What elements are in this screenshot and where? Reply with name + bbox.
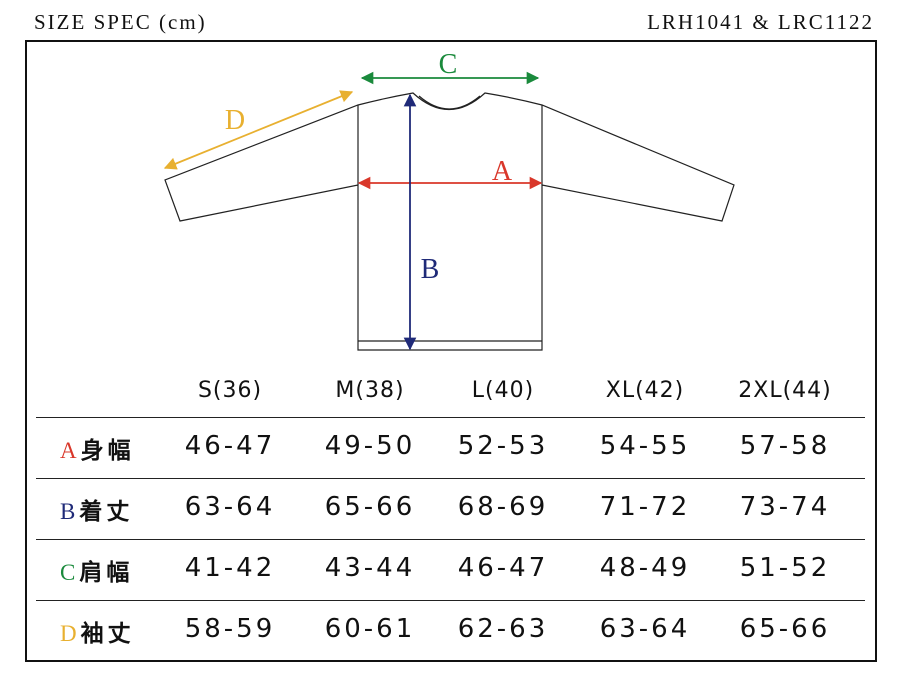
row-letter: D xyxy=(60,621,81,646)
row-label: A身幅 xyxy=(60,431,135,465)
size-value: 62-63 xyxy=(457,614,549,644)
size-value: 57-58 xyxy=(739,431,831,461)
column-header: M(38) xyxy=(335,378,405,403)
size-value: 63-64 xyxy=(599,614,691,644)
label-a: A xyxy=(492,156,513,187)
label-b: B xyxy=(421,254,440,285)
size-value: 52-53 xyxy=(457,431,549,461)
size-value: 46-47 xyxy=(184,431,276,461)
size-value: 54-55 xyxy=(599,431,691,461)
size-value: 60-61 xyxy=(324,614,416,644)
size-value: 49-50 xyxy=(324,431,416,461)
size-value: 65-66 xyxy=(324,492,416,522)
row-label: C肩幅 xyxy=(60,553,133,587)
product-code: LRH1041 & LRC1122 xyxy=(647,10,874,34)
title: SIZE SPEC (cm) xyxy=(34,10,207,34)
column-header: S(36) xyxy=(197,378,263,403)
row-name: 袖丈 xyxy=(80,620,135,647)
row-letter: A xyxy=(60,438,81,463)
column-header: XL(42) xyxy=(605,378,685,403)
label-c: C xyxy=(439,49,458,80)
column-header: L(40) xyxy=(471,378,535,403)
row-name: 身幅 xyxy=(80,437,135,464)
size-value: 68-69 xyxy=(457,492,549,522)
size-value: 48-49 xyxy=(599,553,691,583)
size-value: 73-74 xyxy=(739,492,831,522)
shirt-outline xyxy=(164,92,735,351)
frame xyxy=(25,40,877,662)
size-value: 51-52 xyxy=(739,553,831,583)
row-name: 着丈 xyxy=(79,498,134,525)
row-label: D袖丈 xyxy=(60,614,135,648)
row-letter: C xyxy=(60,560,80,585)
size-value: 65-66 xyxy=(739,614,831,644)
size-value: 58-59 xyxy=(184,614,276,644)
arrow-d xyxy=(163,90,354,170)
row-name: 肩幅 xyxy=(79,559,134,586)
row-label: B着丈 xyxy=(60,492,133,526)
row-rule xyxy=(36,600,865,601)
size-value: 41-42 xyxy=(184,553,276,583)
size-value: 71-72 xyxy=(599,492,691,522)
size-value: 46-47 xyxy=(457,553,549,583)
size-value: 43-44 xyxy=(324,553,416,583)
label-d: D xyxy=(225,105,245,136)
row-rule xyxy=(36,417,865,418)
row-letter: B xyxy=(60,499,80,524)
row-rule xyxy=(36,478,865,479)
column-header: 2XL(44) xyxy=(738,378,832,403)
row-rule xyxy=(36,539,865,540)
size-value: 63-64 xyxy=(184,492,276,522)
